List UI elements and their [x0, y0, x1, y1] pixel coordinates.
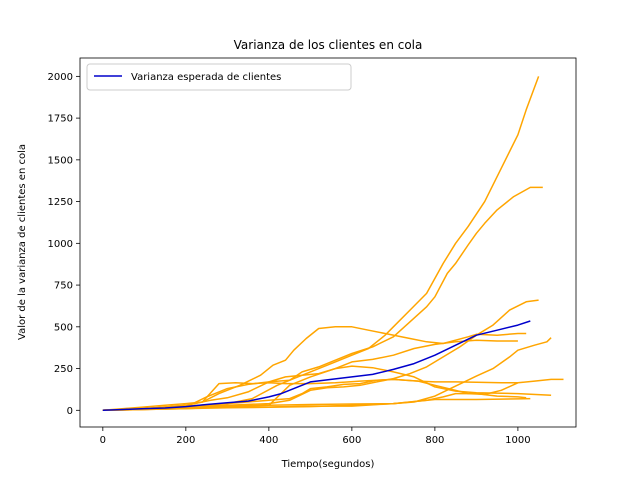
series-layer	[102, 76, 564, 412]
y-tick-label: 1750	[48, 114, 73, 125]
x-tick-label: 200	[176, 435, 195, 446]
x-axis-ticks: 0 200 400 600 800 1000	[100, 427, 531, 446]
y-tick-label: 1000	[48, 239, 73, 250]
series-line-sample-5	[102, 326, 527, 412]
legend-label-mean: Varianza esperada de clientes	[131, 72, 281, 83]
y-tick-label: 1500	[48, 155, 73, 166]
series-line-sample-7	[102, 76, 540, 412]
y-tick-label: 2000	[48, 72, 73, 83]
series-line-sample-8	[102, 392, 527, 412]
y-axis-label: Valor de la varianza de clientes en cola	[17, 144, 28, 340]
y-axis-ticks: 0 250 500 750 1000 1250 1500 1750 2000	[48, 72, 80, 417]
legend-box	[86, 63, 352, 91]
x-axis-label: Tiempo(segundos)	[281, 459, 375, 470]
x-tick-label: 600	[342, 435, 361, 446]
chart-title: Varianza de los clientes en cola	[234, 38, 423, 52]
x-tick-label: 0	[100, 435, 106, 446]
series-line-sample-11	[102, 378, 518, 412]
x-tick-label: 800	[425, 435, 444, 446]
series-line-mean	[102, 320, 531, 412]
y-tick-label: 250	[54, 364, 73, 375]
x-tick-label: 400	[259, 435, 278, 446]
legend: Varianza esperada de clientes	[86, 63, 352, 91]
y-tick-label: 1250	[48, 197, 73, 208]
y-tick-label: 750	[54, 281, 73, 292]
series-line-sample-6	[102, 186, 543, 412]
plot-frame	[79, 57, 577, 428]
x-tick-label: 1000	[505, 435, 530, 446]
y-tick-label: 0	[67, 406, 73, 417]
series-line-sample-10	[102, 299, 539, 412]
series-line-sample-4	[102, 339, 518, 412]
y-tick-label: 500	[54, 322, 73, 333]
